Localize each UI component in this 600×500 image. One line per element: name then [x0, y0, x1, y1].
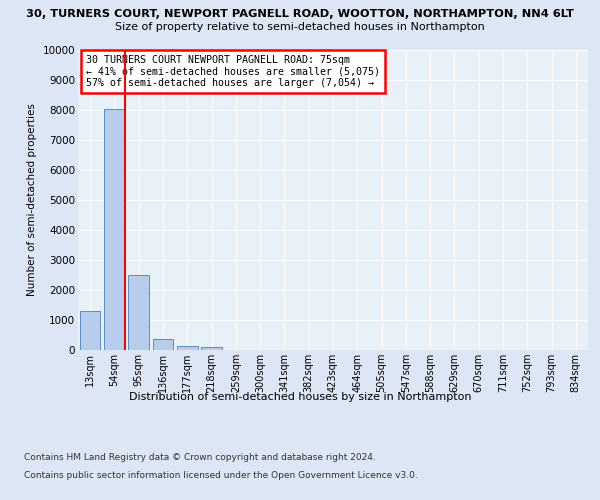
Bar: [80, 311, 100, 350]
Bar: [152, 338, 173, 350]
Bar: [177, 346, 197, 350]
Bar: [104, 108, 125, 350]
Bar: [128, 275, 149, 350]
Text: Contains public sector information licensed under the Open Government Licence v3: Contains public sector information licen…: [24, 471, 418, 480]
Text: Distribution of semi-detached houses by size in Northampton: Distribution of semi-detached houses by …: [129, 392, 471, 402]
Bar: [201, 347, 222, 350]
Text: 30 TURNERS COURT NEWPORT PAGNELL ROAD: 75sqm
← 41% of semi-detached houses are s: 30 TURNERS COURT NEWPORT PAGNELL ROAD: 7…: [86, 54, 380, 88]
Y-axis label: Number of semi-detached properties: Number of semi-detached properties: [27, 104, 37, 296]
Text: Size of property relative to semi-detached houses in Northampton: Size of property relative to semi-detach…: [115, 22, 485, 32]
Text: Contains HM Land Registry data © Crown copyright and database right 2024.: Contains HM Land Registry data © Crown c…: [24, 454, 376, 462]
Text: 30, TURNERS COURT, NEWPORT PAGNELL ROAD, WOOTTON, NORTHAMPTON, NN4 6LT: 30, TURNERS COURT, NEWPORT PAGNELL ROAD,…: [26, 9, 574, 19]
